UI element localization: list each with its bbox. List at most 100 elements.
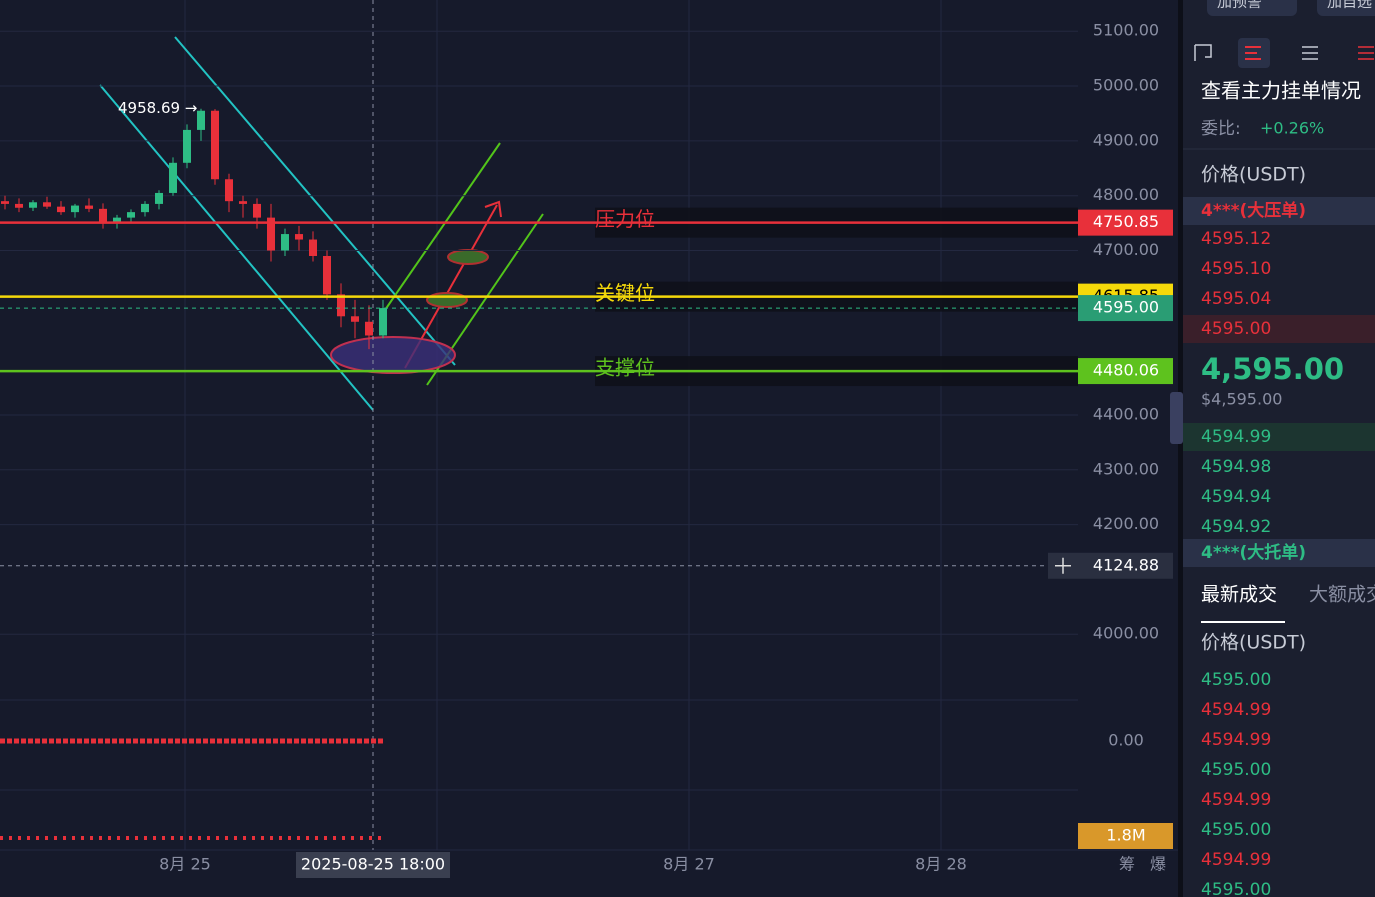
y-tick-label: 4700.00 <box>1093 240 1159 259</box>
y-tick-label: 4400.00 <box>1093 404 1159 423</box>
candle-body <box>267 217 275 251</box>
level-tag-label: 4750.85 <box>1093 212 1159 231</box>
candle-body <box>169 162 177 193</box>
bid-price: 4594.98 <box>1201 457 1271 477</box>
candle-body <box>99 208 107 224</box>
level-tag-label: 4480.06 <box>1093 361 1159 380</box>
panel-title: 查看主力挂单情况 <box>1201 79 1361 103</box>
candle-body <box>295 234 303 240</box>
candle-body <box>183 129 191 163</box>
candle-body <box>71 205 79 213</box>
level-name: 支撑位 <box>595 356 655 380</box>
button-bg[interactable] <box>1207 0 1297 16</box>
last-price-tag <box>1078 295 1173 322</box>
crosshair-label: 4124.88 <box>1093 555 1159 574</box>
level-tag <box>1078 358 1173 385</box>
crosshair-tag <box>1078 552 1173 579</box>
trade-price: 4595.00 <box>1201 880 1271 897</box>
column-header: 价格(USDT) <box>1201 164 1306 186</box>
level-tag <box>1078 209 1173 236</box>
x-label: 爆 <box>1150 855 1166 874</box>
x-label: 筹 <box>1119 855 1135 874</box>
bid-price: 4594.92 <box>1201 517 1271 537</box>
big-bid-bg <box>1183 539 1375 567</box>
bid-price: 4594.94 <box>1201 487 1271 507</box>
tab[interactable]: 最新成交 <box>1201 584 1277 606</box>
candle-body <box>379 308 387 336</box>
big-ask-bg <box>1183 197 1375 225</box>
candle-body <box>57 206 65 213</box>
mid-usd: $4,595.00 <box>1201 390 1282 409</box>
candle-body <box>309 239 317 256</box>
ask-price: 4595.00 <box>1201 319 1271 339</box>
bid-price: 4594.99 <box>1201 427 1271 447</box>
tab[interactable]: 大额成交 <box>1309 584 1375 606</box>
trade-price: 4594.99 <box>1201 790 1271 810</box>
v-grid <box>0 0 1178 851</box>
candle-body <box>43 202 51 207</box>
button[interactable]: 加自选 <box>1327 0 1372 11</box>
y-tick-label: 4300.00 <box>1093 459 1159 478</box>
candle-body <box>15 203 23 208</box>
candle-body <box>1 201 9 204</box>
trade-price: 4594.99 <box>1201 850 1271 870</box>
crosshair-plus <box>1055 557 1071 574</box>
x-label: 8月 25 <box>159 855 211 874</box>
candle-body <box>211 110 219 180</box>
big-ask: 4***(大压单) <box>1201 200 1306 221</box>
trade-price: 4594.99 <box>1201 730 1271 750</box>
volume-tag <box>1078 823 1173 849</box>
candle-body <box>225 179 233 202</box>
trade-price: 4595.00 <box>1201 760 1271 780</box>
candle-body <box>85 205 93 209</box>
level-name: 压力位 <box>595 207 655 231</box>
volume-label: 1.8M <box>1106 826 1145 845</box>
y-tick-label: 4000.00 <box>1093 624 1159 643</box>
trade-price: 4595.00 <box>1201 820 1271 840</box>
candle-body <box>365 321 373 336</box>
x-label: 8月 27 <box>663 855 715 874</box>
big-bid: 4***(大托单) <box>1201 542 1306 563</box>
button-bg[interactable] <box>1317 0 1375 16</box>
macd-label: 0.00 <box>1108 731 1144 750</box>
column-header: 价格(USDT) <box>1201 632 1306 654</box>
mid-price: 4,595.00 <box>1201 352 1344 386</box>
candle-body <box>281 234 289 251</box>
trade-price: 4594.99 <box>1201 700 1271 720</box>
candle-body <box>337 294 345 317</box>
button[interactable]: 加预警 <box>1217 0 1262 11</box>
level-name: 关键位 <box>595 281 655 305</box>
candle-body <box>113 217 121 224</box>
y-tick-label: 5000.00 <box>1093 76 1159 95</box>
last-price-label: 4595.00 <box>1093 298 1159 317</box>
y-tick-label: 4900.00 <box>1093 130 1159 149</box>
candle-body <box>197 110 205 130</box>
candle-body <box>323 255 331 295</box>
candle-body <box>351 316 359 322</box>
toolbar-icons <box>1194 38 1374 68</box>
bid-highlight <box>1183 423 1375 451</box>
candle-body <box>155 192 163 204</box>
ratio: +0.26% <box>1260 119 1324 138</box>
candle-body <box>141 203 149 213</box>
candle-body <box>29 202 37 208</box>
candle-body <box>127 212 135 218</box>
y-tick-label: 4800.00 <box>1093 185 1159 204</box>
date-tag <box>296 852 450 878</box>
ask-highlight <box>1183 315 1375 343</box>
trade-price: 4595.00 <box>1201 670 1271 690</box>
ask-price: 4595.10 <box>1201 259 1271 279</box>
y-tick-label: 5100.00 <box>1093 21 1159 40</box>
candle-body <box>239 201 247 204</box>
panel-toggle[interactable] <box>1170 392 1183 444</box>
high-marker: 4958.69 → <box>118 99 197 117</box>
x-label: 8月 28 <box>915 855 967 874</box>
ask-price: 4595.12 <box>1201 229 1271 249</box>
x-label: 2025-08-25 18:00 <box>301 855 445 874</box>
divider <box>1178 0 1183 897</box>
ratio-label: 委比: <box>1201 119 1241 139</box>
y-tick-label: 4200.00 <box>1093 514 1159 533</box>
